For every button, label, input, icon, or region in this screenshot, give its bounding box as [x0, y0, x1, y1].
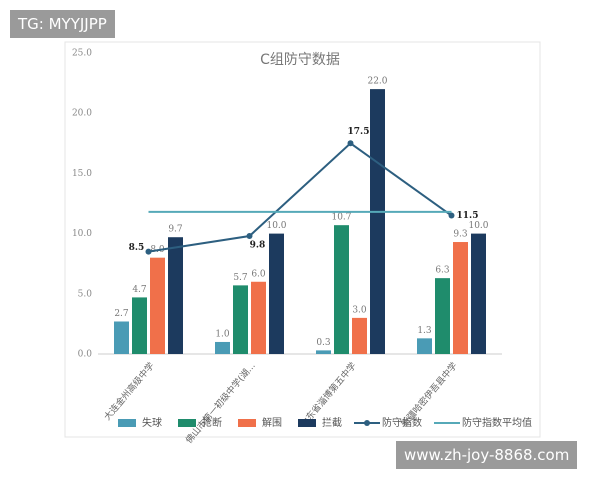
bar-value-label: 0.3: [316, 338, 331, 348]
index-point: [347, 140, 354, 147]
tag-overlay: TG: MYYJJPP: [10, 10, 115, 38]
legend-swatch: [118, 419, 136, 427]
legend-label: 解围: [262, 416, 282, 429]
bar-value-label: 9.3: [453, 230, 468, 240]
legend-label: 防守指数: [382, 416, 422, 429]
bar: [150, 257, 165, 354]
chart-frame: [64, 41, 541, 438]
bar: [132, 297, 147, 354]
bar-value-label: 6.3: [435, 266, 450, 276]
legend-swatch: [364, 420, 370, 426]
y-tick-label: 10.0: [72, 229, 92, 239]
y-tick-label: 20.0: [72, 109, 92, 119]
bar: [316, 350, 331, 354]
index-point: [246, 233, 253, 240]
bar: [417, 338, 432, 354]
bar: [435, 278, 450, 354]
y-tick-label: 25.0: [72, 49, 92, 59]
bar-value-label: 3.0: [352, 305, 367, 315]
bar-value-label: 22.0: [367, 77, 387, 87]
legend-swatch: [238, 419, 256, 427]
bar: [233, 285, 248, 354]
bar: [334, 225, 349, 354]
bar: [471, 233, 486, 354]
y-tick-label: 0.0: [78, 350, 93, 360]
bar: [114, 321, 129, 354]
index-point: [448, 212, 455, 219]
bar: [453, 242, 468, 354]
index-value-label: 17.5: [348, 127, 370, 137]
bar-value-label: 9.7: [168, 225, 183, 235]
bar-value-label: 5.7: [233, 273, 248, 283]
index-value-label: 11.5: [457, 211, 479, 221]
bar-value-label: 1.3: [417, 326, 432, 336]
index-value-label: 8.5: [129, 243, 145, 253]
chart-title: C组防守数据: [260, 52, 340, 68]
bar: [215, 341, 230, 354]
bar: [251, 281, 266, 354]
legend-label: 拦截: [322, 416, 342, 429]
index-line: [148, 142, 453, 253]
bar-value-label: 10.7: [331, 213, 351, 223]
bar-value-label: 6.0: [251, 269, 266, 279]
y-tick-label: 5.0: [78, 289, 93, 299]
bar-value-label: 10.0: [468, 221, 488, 231]
legend-label: 防守指数平均值: [462, 416, 532, 429]
bar-value-label: 1.0: [215, 329, 230, 339]
index-point: [145, 248, 152, 255]
legend-label: 失球: [142, 416, 162, 429]
bar: [352, 317, 367, 354]
legend-label: 抢断: [202, 416, 222, 429]
bar: [269, 233, 284, 354]
y-tick-label: 15.0: [72, 169, 92, 179]
bar-value-label: 4.7: [132, 285, 147, 295]
legend-swatch: [298, 419, 316, 427]
bar: [370, 89, 385, 355]
bar-value-label: 10.0: [266, 221, 286, 231]
url-overlay: www.zh-joy-8868.com: [396, 441, 578, 469]
bar-value-label: 2.7: [114, 309, 129, 319]
legend-swatch: [178, 419, 196, 427]
bar: [168, 237, 183, 354]
index-value-label: 9.8: [250, 241, 266, 251]
